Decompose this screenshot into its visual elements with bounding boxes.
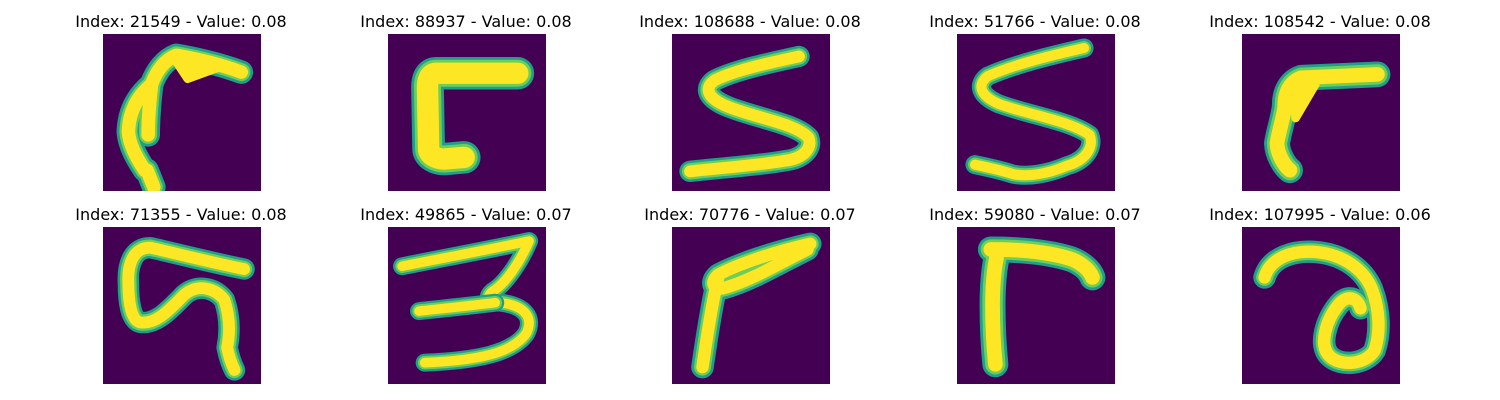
digit-image [672,34,830,191]
digit-image [957,34,1115,191]
image-panel: Index: 21549 - Value: 0.08 [41,12,321,192]
digit-image [1242,227,1400,384]
image-panel: Index: 71355 - Value: 0.08 [41,205,321,385]
image-panel: Index: 70776 - Value: 0.07 [610,205,890,385]
digit-image [388,34,546,191]
image-panel: Index: 59080 - Value: 0.07 [895,205,1175,385]
digit-image [957,227,1115,384]
panel-title: Index: 51766 - Value: 0.08 [929,12,1141,31]
image-panel: Index: 108542 - Value: 0.08 [1180,12,1460,192]
panel-title: Index: 49865 - Value: 0.07 [360,205,572,224]
digit-image [1242,34,1400,191]
panel-title: Index: 107995 - Value: 0.06 [1209,205,1431,224]
digit-image [103,34,261,191]
panel-title: Index: 88937 - Value: 0.08 [360,12,572,31]
image-panel: Index: 107995 - Value: 0.06 [1180,205,1460,385]
digit-image [103,227,261,384]
panel-title: Index: 108688 - Value: 0.08 [639,12,861,31]
image-panel: Index: 88937 - Value: 0.08 [326,12,606,192]
digit-image [672,227,830,384]
panel-title: Index: 59080 - Value: 0.07 [929,205,1141,224]
panel-title: Index: 71355 - Value: 0.08 [75,205,287,224]
image-panel: Index: 108688 - Value: 0.08 [610,12,890,192]
digit-image [388,227,546,384]
panel-title: Index: 108542 - Value: 0.08 [1209,12,1431,31]
panel-title: Index: 70776 - Value: 0.07 [644,205,856,224]
panel-title: Index: 21549 - Value: 0.08 [75,12,287,31]
image-panel: Index: 49865 - Value: 0.07 [326,205,606,385]
image-panel: Index: 51766 - Value: 0.08 [895,12,1175,192]
